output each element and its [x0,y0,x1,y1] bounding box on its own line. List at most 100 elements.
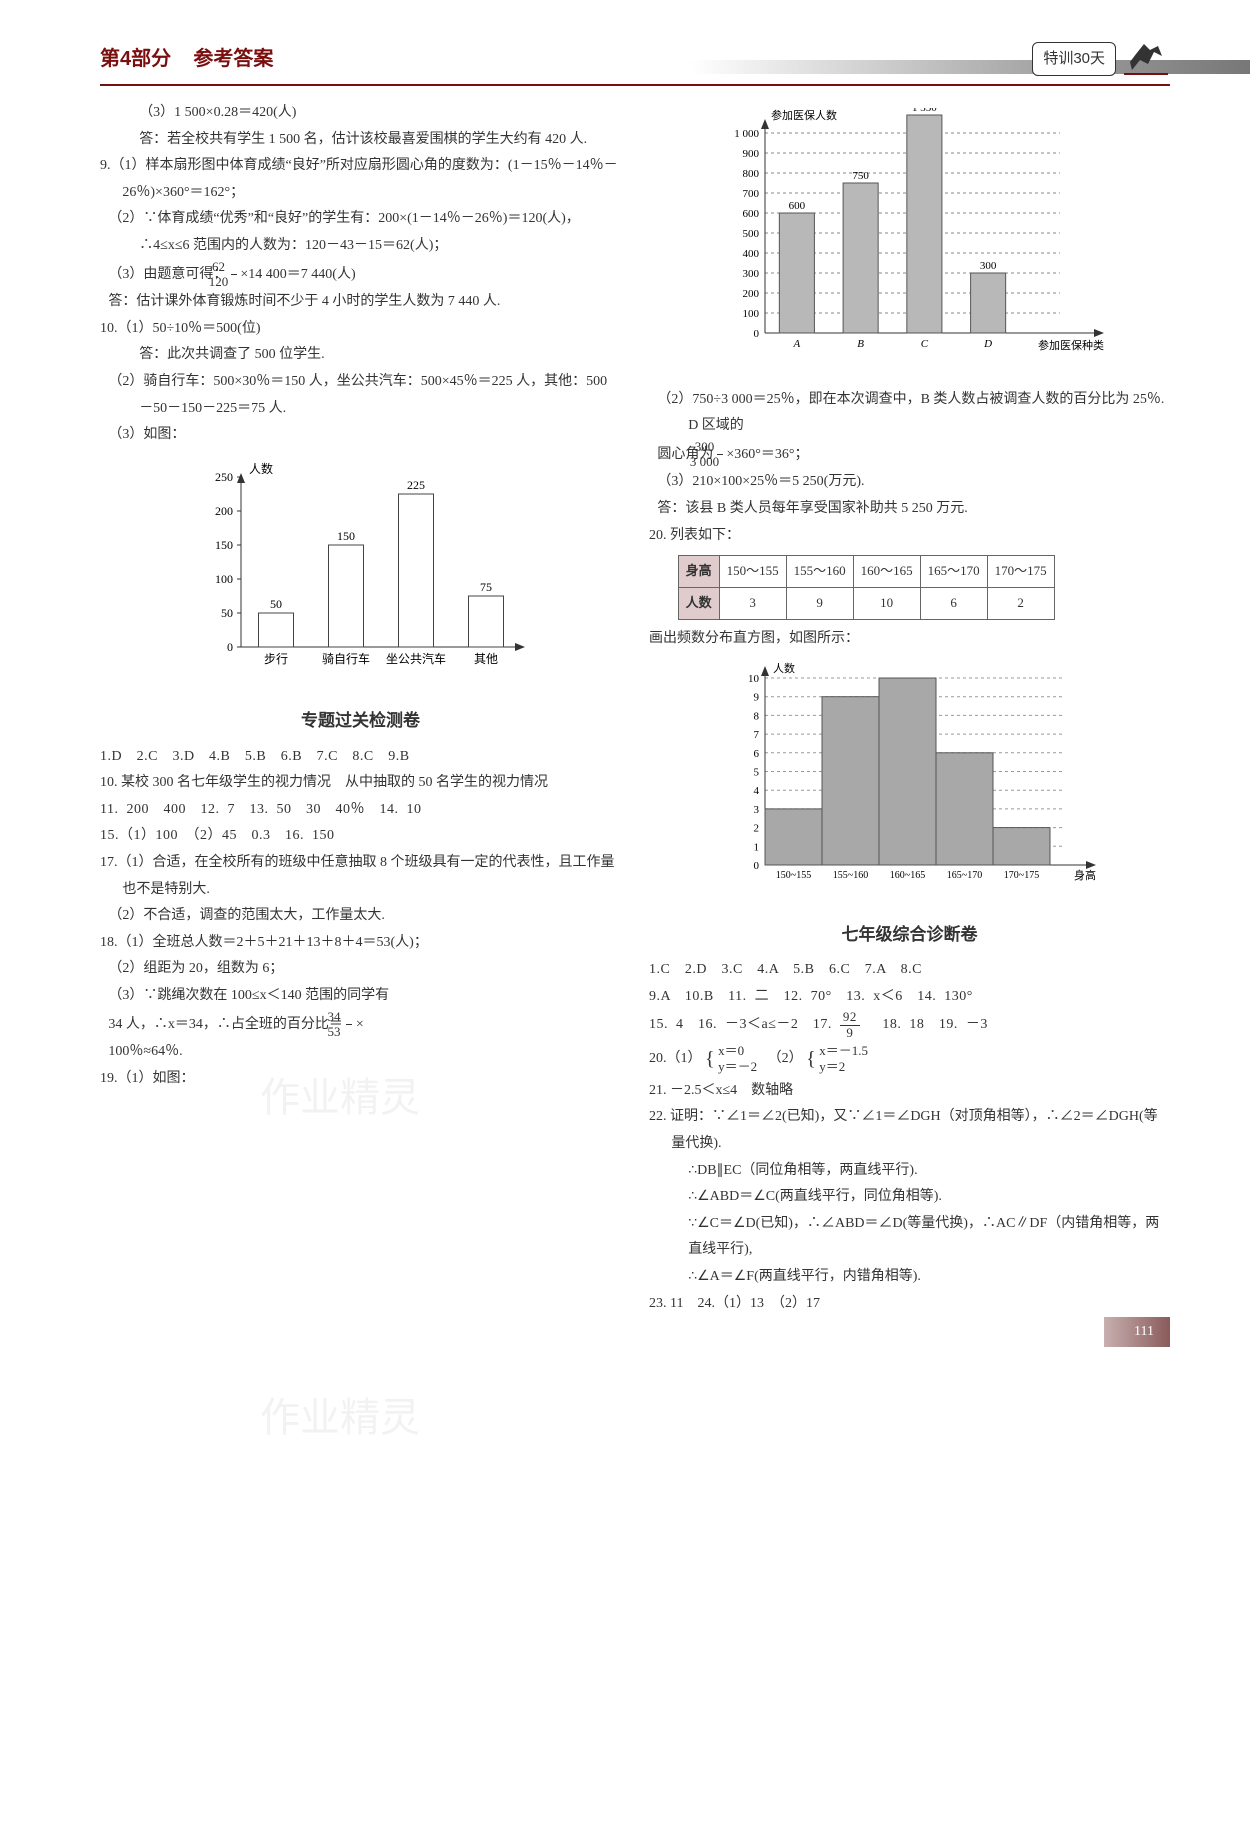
page: 第4部分 参考答案 特训30天 （3）1 500×0.28＝420(人) 答：若… [0,0,1250,1377]
chart1-wrap: 050100150200250人数50步行150骑自行车225坐公共汽车75其他 [100,457,621,698]
svg-text:5: 5 [753,767,759,779]
eq: y＝2 [819,1059,845,1074]
q21: 21. －2.5＜x≤4 数轴略 [649,1078,1170,1105]
q10-part2: （2）骑自行车：500×30％＝150 人，坐公共汽车：500×45％＝225 … [100,369,621,422]
q22c: ∴∠ABD＝∠C(两直线平行，同位角相等). [649,1184,1170,1211]
right-column: 01002003004005006007008009001 000参加医保人数参… [649,100,1170,1317]
badge-text: 特训30天 [1032,42,1116,77]
line15-19: 15. 4 16. －3＜a≤－2 17. 929 18. 18 19. －3 [649,1010,1170,1040]
svg-text:50: 50 [270,597,282,611]
q22d: ∵∠C＝∠D(已知)，∴∠ABD＝∠D(等量代换)，∴AC∥DF（内错角相等，两… [649,1211,1170,1264]
svg-text:4: 4 [753,785,759,797]
fraction: 3003 000 [717,440,723,470]
q9-part2: （2）∵体育成绩“优秀”和“良好”的学生有：200×(1－14％－26％)＝12… [100,206,621,259]
left-column: （3）1 500×0.28＝420(人) 答：若全校共有学生 1 500 名，估… [100,100,621,1317]
svg-text:800: 800 [742,168,759,180]
table-cell: 170～175 [987,556,1054,588]
q10-part3: （3）如图： [100,422,621,449]
page-header: 第4部分 参考答案 特训30天 [100,40,1170,86]
svg-text:750: 750 [852,170,869,182]
svg-text:0: 0 [753,860,759,872]
chart3-wrap: 012345678910人数身高150~155155~160160~165165… [649,660,1170,911]
r2b: 圆心角为 3003 000 ×360°＝36°； [649,440,1170,470]
two-column-layout: （3）1 500×0.28＝420(人) 答：若全校共有学生 1 500 名，估… [100,100,1170,1317]
fraction: 3453 [346,1010,352,1040]
q9-part1: 9.（1）样本扇形图中体育成绩“良好”所对应扇形圆心角的度数为：(1－15％－1… [100,153,621,206]
q10-part1: 10.（1）50÷10％＝500(位) [100,316,621,343]
svg-text:100: 100 [742,308,759,320]
svg-text:9: 9 [753,692,759,704]
eq: x＝－1.5 [819,1043,868,1058]
text-line: 答：若全校共有学生 1 500 名，估计该校最喜爱围棋的学生大约有 420 人. [100,127,621,154]
r2a: （2）750÷3 000＝25％，即在本次调查中，B 类人数占被调查人数的百分比… [649,387,1170,440]
table-cell: 9 [786,587,853,619]
page-number: 111 [1104,1317,1170,1348]
svg-text:225: 225 [407,478,425,492]
q10b: 10. 某校 300 名七年级学生的视力情况 从中抽取的 50 名学生的视力情况 [100,770,621,797]
svg-text:1 350: 1 350 [912,108,937,114]
eq: y＝－2 [718,1059,757,1074]
eq: x＝0 [718,1043,744,1058]
svg-text:900: 900 [742,148,759,160]
hist-intro: 画出频数分布直方图，如图所示： [649,626,1170,653]
svg-text:300: 300 [979,260,996,272]
bar-chart-insurance: 01002003004005006007008009001 000参加医保人数参… [710,108,1110,368]
chart2-wrap: 01002003004005006007008009001 000参加医保人数参… [649,108,1170,379]
text: ×14 400＝7 440(人) [240,267,355,282]
q22e: ∴∠A＝∠F(两直线平行，内错角相等). [649,1264,1170,1291]
q20: 20. 列表如下： [649,523,1170,550]
svg-text:160~165: 160~165 [889,870,924,881]
q19: 19.（1）如图： [100,1066,621,1093]
svg-text:150: 150 [337,529,355,543]
svg-text:3: 3 [753,804,759,816]
fraction: 929 [840,1010,860,1040]
svg-text:75: 75 [480,580,492,594]
svg-text:人数: 人数 [249,461,273,476]
table-cell: 160～165 [853,556,920,588]
text: 15. 4 16. －3＜a≤－2 17. [649,1017,840,1032]
svg-text:600: 600 [742,208,759,220]
svg-text:10: 10 [748,673,760,685]
section-subtitle: 参考答案 [193,48,273,70]
header-title: 第4部分 参考答案 [100,40,273,78]
q20b: 20.（1） { x＝0 y＝－2 （2） { x＝－1.5 y＝2 [649,1040,1170,1078]
fraction: 62120 [231,260,237,290]
svg-text:步行: 步行 [263,652,287,666]
table-cell: 150～155 [719,556,786,588]
q22b: ∴DB∥EC（同位角相等，两直线平行). [649,1158,1170,1185]
svg-text:8: 8 [753,711,759,723]
svg-text:D: D [983,338,992,350]
table-cell: 6 [920,587,987,619]
svg-text:身高: 身高 [1074,868,1096,882]
mc-answers-2a: 1.C 2.D 3.C 4.A 5.B 6.C 7.A 8.C [649,957,1170,984]
svg-text:C: C [920,338,928,350]
svg-text:100: 100 [215,572,233,586]
svg-text:6: 6 [753,748,759,760]
mc-answers-2b: 9.A 10.B 11. 二 12. 70° 13. x＜6 14. 130° [649,984,1170,1011]
table-row-label: 人数 [678,587,719,619]
system1: x＝0 y＝－2 [718,1043,757,1074]
q15-16: 15.（1）100 （2）45 0.3 16. 150 [100,823,621,850]
svg-text:600: 600 [788,200,805,212]
mc-answers-1: 1.D 2.C 3.D 4.B 5.B 6.B 7.C 8.C 9.B [100,744,621,771]
section-number: 第4部分 [100,48,171,70]
q10-part1a: 答：此次共调查了 500 位学生. [100,342,621,369]
svg-text:骑自行车: 骑自行车 [321,651,369,666]
header-right: 特训30天 [1032,40,1170,78]
q18-3a: （3）∵跳绳次数在 100≤x＜140 范围的同学有 [100,983,621,1010]
svg-text:B: B [857,338,864,350]
text: × [356,1017,364,1032]
table-cell: 3 [719,587,786,619]
heading-grade7-test: 七年级综合诊断卷 [649,919,1170,951]
q18-3d: 100％≈64％. [100,1039,621,1066]
r3a: 答：该县 B 类人员每年享受国家补助共 5 250 万元. [649,496,1170,523]
svg-text:7: 7 [753,729,759,741]
text-line: （3）1 500×0.28＝420(人) [100,100,621,127]
q17-2: （2）不合适，调查的范围太大，工作量太大. [100,903,621,930]
text: 18. 18 19. －3 [868,1017,988,1032]
svg-text:参加医保人数: 参加医保人数 [771,108,837,122]
svg-text:坐公共汽车: 坐公共汽车 [385,651,445,666]
svg-text:170~175: 170~175 [1003,870,1038,881]
q11-14: 11. 200 400 12. 7 13. 50 30 40％ 14. 10 [100,797,621,824]
svg-text:50: 50 [221,606,233,620]
